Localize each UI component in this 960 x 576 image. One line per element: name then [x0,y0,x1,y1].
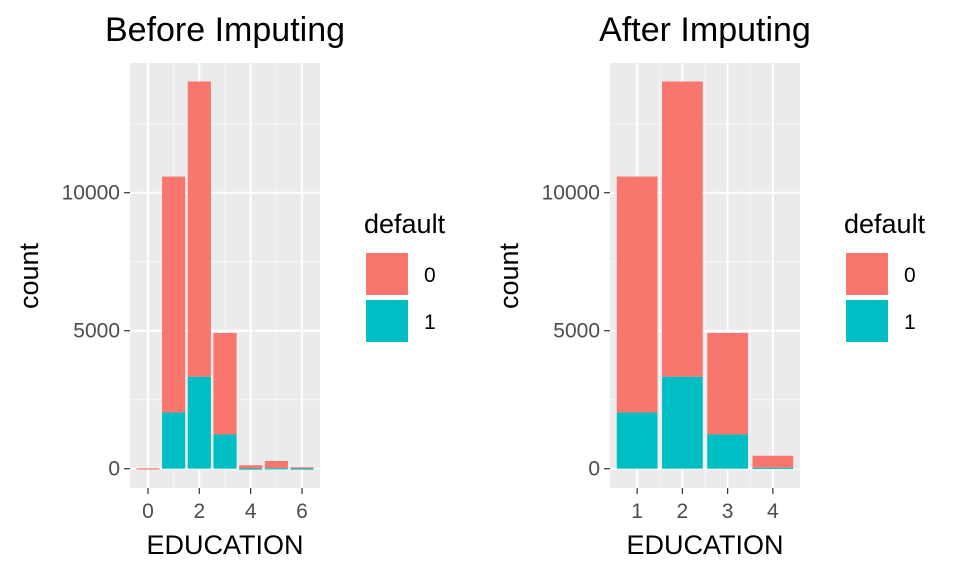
bar-segment-default-1 [290,468,314,470]
x-tick-label: 2 [193,500,205,523]
y-tick-label: 10000 [62,182,120,205]
legend: default 0 1 [844,209,926,342]
legend-key-1 [846,300,888,342]
y-tick-label: 5000 [73,320,120,343]
panel-title: Before Imputing [105,11,345,49]
bar-segment-default-0 [187,81,211,377]
bar-segment-default-1 [239,468,263,470]
y-tick-label: 0 [588,458,600,481]
x-tick-label: 6 [296,500,308,523]
bar-segment-default-1 [752,467,794,469]
y-axis-title: count [494,242,524,309]
x-tick-label: 4 [245,500,257,523]
bar-segment-default-0 [616,176,658,413]
x-tick-label: 3 [722,500,734,523]
x-axis-title: EDUCATION [146,530,303,560]
legend-label-1: 1 [424,311,436,334]
bar-segment-default-0 [136,468,160,470]
bar-segment-default-0 [239,465,263,469]
bar-segment-default-0 [213,332,237,435]
bar-segment-default-0 [752,455,794,468]
panel-title: After Imputing [599,11,811,49]
x-tick-label: 4 [767,500,779,523]
bar-segment-default-0 [662,81,703,377]
bar-segment-default-0 [162,176,186,413]
legend-title: default [844,209,926,239]
bars [136,81,314,470]
bars [616,81,794,469]
bar-segment-default-1 [264,468,288,470]
legend-label-0: 0 [904,264,916,287]
bar-segment-default-1 [616,412,658,469]
bar-segment-default-0 [707,332,748,435]
bar-segment-default-1 [707,434,748,469]
legend-label-1: 1 [904,311,916,334]
x-tick-label: 1 [631,500,643,523]
bar-segment-default-0 [290,467,314,469]
y-tick-label: 5000 [553,320,600,343]
x-axis-ticks: 1 2 3 4 [631,488,779,523]
panel-before-imputing: Before Imputing 0 5000 10000 0 2 4 6 EDUCATIO… [14,11,446,560]
y-axis-ticks: 0 5000 10000 [542,182,610,481]
bar-segment-default-0 [264,460,288,469]
x-tick-label: 2 [677,500,689,523]
legend-label-0: 0 [424,264,436,287]
legend-key-1 [366,300,408,342]
y-axis-title: count [14,242,44,309]
bar-segment-default-1 [187,376,211,469]
legend-key-0 [366,253,408,295]
legend: default 0 1 [364,209,446,342]
y-tick-label: 0 [108,458,120,481]
x-axis-ticks: 0 2 4 6 [142,488,308,523]
legend-title: default [364,209,446,239]
x-tick-label: 0 [142,500,154,523]
bar-segment-default-1 [213,434,237,469]
y-tick-label: 10000 [542,182,600,205]
x-axis-title: EDUCATION [626,530,783,560]
bar-segment-default-1 [662,376,703,469]
bar-segment-default-1 [162,412,186,469]
y-axis-ticks: 0 5000 10000 [62,182,130,481]
legend-key-0 [846,253,888,295]
panel-after-imputing: After Imputing 0 5000 10000 1 2 3 4 EDUCATION… [494,11,926,560]
